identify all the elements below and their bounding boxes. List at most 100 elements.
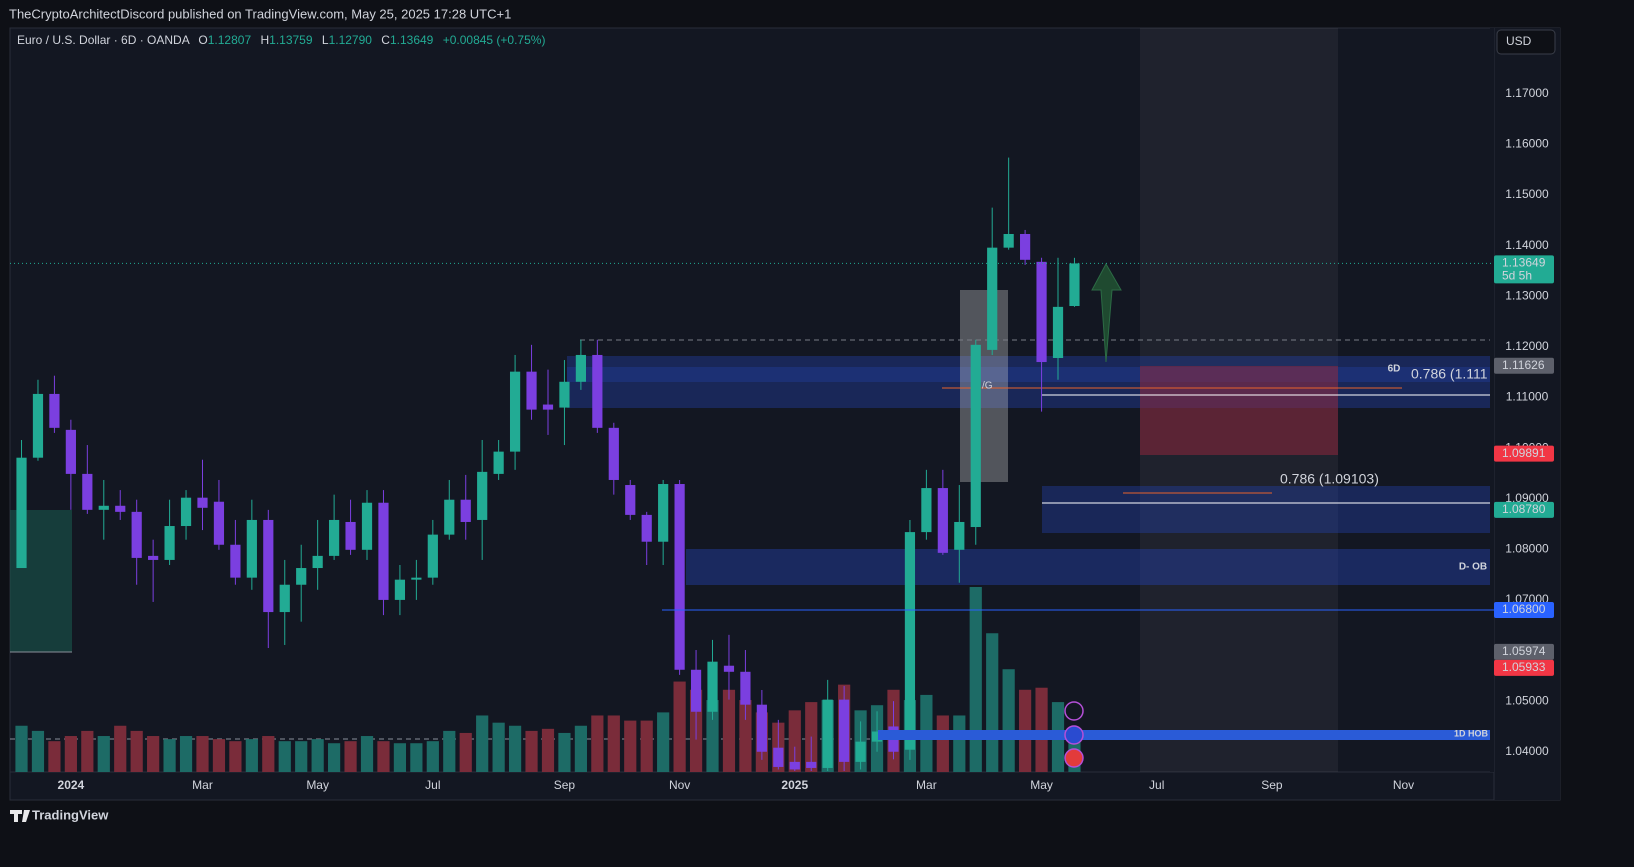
candle-body [115, 505, 126, 512]
volume-bar [706, 700, 719, 772]
volume-bar [443, 730, 456, 772]
volume-bar [377, 741, 390, 772]
volume-bar [410, 743, 423, 772]
annotation: 0.786 (1.09103) [1280, 471, 1379, 487]
annotation: 1D HOB [1454, 728, 1489, 738]
candle-body [477, 471, 488, 520]
candle-body [822, 699, 833, 768]
candle-body [164, 526, 175, 560]
y-tick-label: 1.08000 [1505, 541, 1549, 555]
candle-body [937, 488, 948, 553]
candle-body [1052, 306, 1064, 358]
volume-bar [558, 732, 571, 772]
price-label-box [1494, 255, 1554, 284]
volume-bar [15, 725, 28, 772]
x-tick-label: Mar [192, 778, 213, 792]
price-label-box [1494, 445, 1554, 462]
volume-bar [31, 730, 45, 772]
price-label: 1.05974 [1502, 644, 1546, 658]
candle-body [970, 344, 981, 528]
candle-body [592, 354, 603, 428]
volume-bar [360, 736, 374, 772]
candle-body [542, 404, 554, 410]
legend-value: 1.12807 [208, 33, 252, 47]
volume-bar [81, 730, 94, 772]
candle-body [329, 519, 340, 556]
volume-bar [607, 715, 620, 772]
volume-bar [64, 736, 77, 772]
clip-edge [1490, 28, 1494, 772]
volume-bar [1035, 687, 1048, 772]
volume-bar [147, 736, 160, 772]
candle-body [559, 381, 570, 408]
y-tick-label: 1.05000 [1505, 693, 1549, 707]
candle-body [312, 555, 323, 569]
candle-body [987, 247, 998, 350]
x-tick-label: 2025 [781, 778, 808, 792]
volume-bar [179, 736, 193, 772]
currency-button[interactable] [1496, 29, 1556, 55]
overlay: 6D 0.786 (1.111 0.786 (1.09103) D- OB 1D… [878, 262, 1494, 768]
arrow [1091, 262, 1122, 363]
price-label: 1.09891 [1502, 446, 1546, 460]
volume-bar [624, 720, 637, 772]
volume-bar [229, 741, 242, 772]
volume-bar [97, 736, 110, 772]
price-label: 1.11626 [1502, 358, 1545, 372]
candle-body [279, 584, 290, 613]
y-tick-label: 1.14000 [1505, 238, 1549, 252]
zone [686, 549, 1494, 585]
candle-body [460, 499, 471, 522]
volume-bar [476, 715, 489, 772]
candle-body [839, 699, 850, 762]
zone [878, 730, 1494, 740]
candle-body [674, 484, 685, 670]
zone [1042, 486, 1494, 533]
candle-body [378, 502, 389, 600]
candle-layer [16, 157, 1080, 771]
volume-bar [262, 736, 275, 772]
candle-body [575, 354, 586, 382]
candle-body [296, 568, 307, 585]
candle-body [394, 579, 406, 600]
zone [567, 367, 1494, 382]
candle-body [82, 473, 93, 510]
x-tick-label: Jul [1149, 778, 1164, 792]
volume-bar [393, 743, 407, 772]
candle-body [723, 665, 735, 672]
candle-body [641, 514, 652, 542]
volume-bar [541, 728, 555, 772]
volume-bar [48, 741, 61, 772]
volume-bar [657, 712, 670, 772]
footer-brand: TradingView [32, 807, 109, 822]
x-tick-label: 2024 [58, 778, 85, 792]
legend-value: 1.12790 [329, 33, 373, 47]
symbol: Euro / U.S. Dollar · 6D · OANDA [17, 33, 190, 47]
legend-value: 1.13649 [390, 33, 434, 47]
event-icon[interactable] [1064, 748, 1084, 768]
volume-bar [163, 739, 176, 772]
x-tick-label: May [306, 778, 329, 792]
price-label-box [1494, 602, 1554, 619]
price-label-box [1494, 659, 1554, 676]
candle-body [707, 661, 718, 712]
legend-key: H [260, 33, 269, 47]
zone [960, 290, 1008, 482]
price-label: 1.05933 [1502, 660, 1546, 674]
volume-bar [114, 725, 127, 772]
candle-body [921, 488, 932, 533]
candle-body [16, 457, 27, 569]
x-tick-label: May [1030, 778, 1053, 792]
candle-body [871, 731, 883, 742]
event-icon[interactable] [1064, 725, 1084, 745]
candle-body [49, 393, 60, 428]
legend-value: 1.13759 [269, 33, 313, 47]
candle-body [904, 532, 916, 750]
event-icon[interactable] [1064, 701, 1084, 721]
y-tick-label: 1.12000 [1505, 339, 1549, 353]
x-tick-label: Jul [425, 778, 440, 792]
price-label: 1.06800 [1502, 602, 1546, 616]
volume-bar [426, 741, 439, 772]
